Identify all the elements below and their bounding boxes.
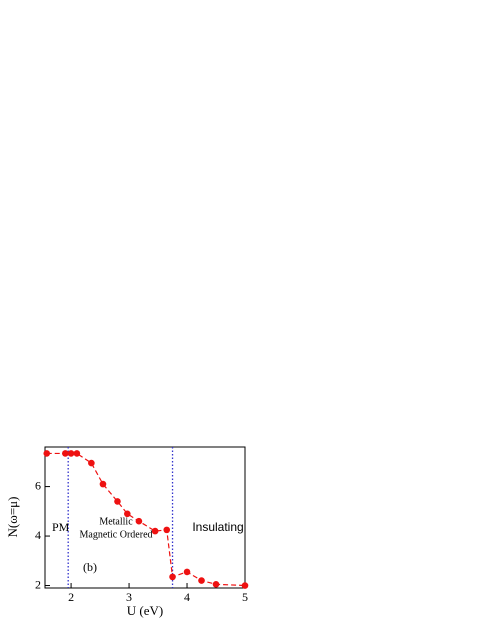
annotation: Insulating — [192, 520, 243, 534]
x-tick-label: 2 — [68, 590, 74, 604]
x-axis-label: U (eV) — [127, 603, 163, 618]
annotation: Metallic — [99, 516, 133, 527]
data-point — [88, 459, 95, 467]
data-point — [99, 480, 107, 488]
y-axis-label: N(ω=μ) — [5, 497, 20, 538]
annotation: PM — [52, 520, 70, 534]
data-point — [43, 450, 51, 457]
data-point — [241, 582, 249, 589]
data-point — [169, 573, 176, 581]
y-tick-label: 6 — [35, 478, 41, 492]
x-tick-label: 5 — [242, 590, 248, 604]
data-point — [67, 450, 75, 457]
data-point — [61, 450, 69, 457]
data-point — [135, 517, 143, 525]
data-point — [198, 577, 205, 584]
y-tick-label: 4 — [35, 528, 41, 542]
annotation: (b) — [83, 560, 97, 574]
data-point — [163, 526, 171, 534]
x-tick-label: 4 — [184, 590, 190, 604]
annotation: Magnetic Ordered — [79, 529, 152, 540]
data-point — [151, 527, 159, 535]
data-point — [114, 498, 121, 505]
data-point — [73, 450, 81, 457]
data-point — [183, 568, 191, 576]
x-tick-label: 3 — [126, 590, 132, 604]
data-point — [124, 510, 131, 518]
y-tick-label: 2 — [35, 577, 41, 591]
data-point — [212, 580, 220, 588]
plot-frame — [44, 446, 246, 589]
